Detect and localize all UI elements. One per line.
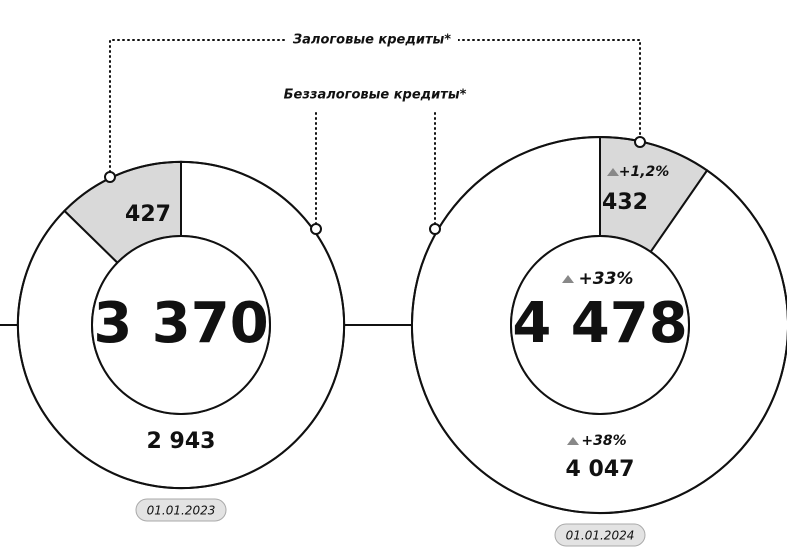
donut-total: [411, 136, 787, 514]
value-label: 432: [602, 190, 648, 215]
date-label: 01.01.2024: [566, 529, 635, 543]
markers: [104, 136, 646, 235]
label-bg: [285, 30, 458, 50]
donut-hole: [91, 235, 271, 415]
total-change-label: +33%: [579, 269, 634, 289]
date-pill: [554, 523, 646, 547]
change-arrow: [562, 275, 574, 283]
change-label: +38%: [581, 433, 626, 449]
value-label: 4 047: [566, 457, 635, 482]
date-label: 01.01.2023: [147, 504, 216, 518]
value-label: 2 943: [147, 429, 216, 454]
category-label: Беззалоговые кредиты*: [284, 88, 467, 103]
change-arrow: [567, 437, 579, 445]
total-label: 3 370: [93, 291, 268, 356]
charts: 427 2 943 3 370 01.01.2023 432 4 047 4 478 +1,2…: [16, 135, 787, 547]
date-pill: [135, 498, 227, 522]
change-arrow: [607, 168, 619, 176]
total-label: 4 478: [512, 291, 687, 356]
value-label: 427: [125, 202, 171, 227]
category-label: Залоговые кредиты*: [293, 33, 451, 48]
leader-unsecured: [315, 109, 436, 230]
change-label: +1,2%: [619, 164, 670, 180]
donut-hole: [510, 235, 690, 415]
marker: [429, 223, 441, 235]
marker: [310, 223, 322, 235]
leader-secured: [109, 39, 641, 178]
marker: [634, 136, 646, 148]
marker: [104, 171, 116, 183]
donut-total: [16, 160, 346, 490]
